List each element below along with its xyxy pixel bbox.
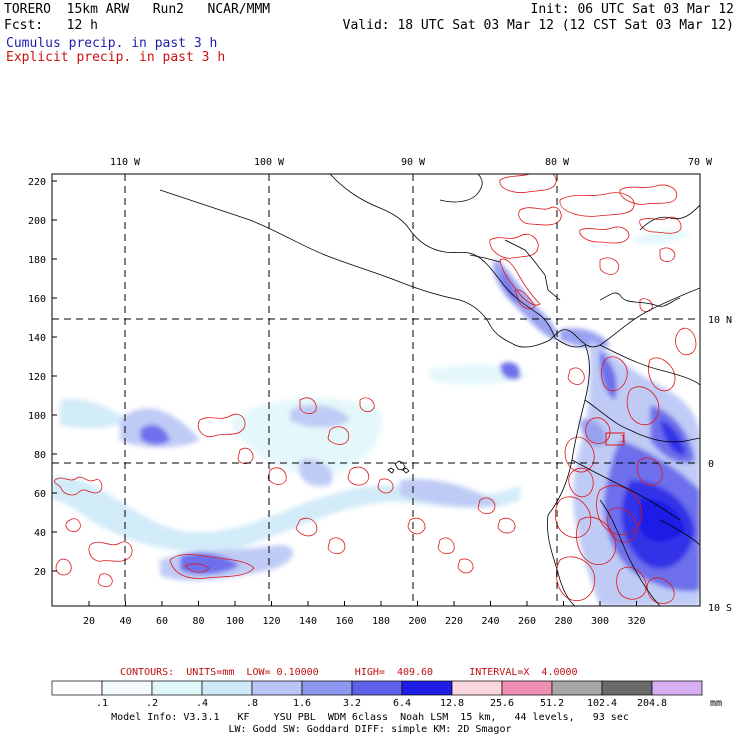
x-tick-label: 80 xyxy=(192,616,204,627)
y-tick-label: 200 xyxy=(28,216,46,227)
x-tick-label: 20 xyxy=(83,616,95,627)
y-tick-label: 40 xyxy=(34,528,46,539)
colorbar-swatch xyxy=(551,680,603,696)
cumulus-precip-field xyxy=(52,229,700,606)
cumulus-field-label: Cumulus precip. in past 3 h xyxy=(6,36,218,51)
colorbar-label: .4 xyxy=(196,698,208,709)
y-tick-label: 160 xyxy=(28,294,46,305)
colorbar-swatch xyxy=(351,680,403,696)
y-tick-label: 80 xyxy=(34,450,46,461)
lat-labels: 10 N 0 10 S xyxy=(708,315,732,614)
valid-time: Valid: 18 UTC Sat 03 Mar 12 (12 CST Sat … xyxy=(342,18,734,33)
coastlines xyxy=(159,174,700,606)
forecast-hour: Fcst: 12 h xyxy=(4,18,98,33)
colorbar-unit: mm xyxy=(710,698,722,709)
x-axis-ticks: 20 40 60 80 100 120 140 160 180 200 220 240 260 280 30… xyxy=(83,601,646,627)
x-tick-label: 260 xyxy=(518,616,536,627)
lon-label-100w: 100 W xyxy=(254,157,285,168)
colorbar-label: 3.2 xyxy=(343,698,361,709)
y-tick-label: 120 xyxy=(28,372,46,383)
x-tick-label: 140 xyxy=(299,616,317,627)
colorbar-label: .8 xyxy=(246,698,258,709)
colorbar-swatch xyxy=(501,680,553,696)
lon-label-80w: 80 W xyxy=(545,157,570,168)
lat-label-0: 0 xyxy=(708,459,714,470)
colorbar-label: .1 xyxy=(96,698,108,709)
x-tick-label: 240 xyxy=(481,616,499,627)
colorbar-label: 204.8 xyxy=(637,698,667,709)
x-tick-label: 100 xyxy=(226,616,244,627)
colorbar-label: 6.4 xyxy=(393,698,411,709)
colorbar-swatch xyxy=(451,680,503,696)
contour-info: CONTOURS: UNITS=mm LOW= 0.10000 HIGH= 40… xyxy=(120,667,578,678)
x-tick-label: 40 xyxy=(119,616,131,627)
lon-labels: 110 W 100 W 90 W 80 W 70 W xyxy=(110,157,713,168)
physics-info: LW: Godd SW: Goddard DIFF: simple KM: 2D… xyxy=(228,724,512,735)
x-tick-label: 200 xyxy=(408,616,426,627)
colorbar-swatch xyxy=(201,680,253,696)
colorbar-label: 12.8 xyxy=(440,698,464,709)
colorbar-swatch xyxy=(151,680,203,696)
lat-label-10s: 10 S xyxy=(708,603,732,614)
colorbar-label: 25.6 xyxy=(490,698,514,709)
x-tick-label: 320 xyxy=(627,616,645,627)
colorbar-swatch xyxy=(301,680,353,696)
y-tick-label: 140 xyxy=(28,333,46,344)
model-title: TORERO 15km ARW Run2 NCAR/MMM xyxy=(4,2,271,17)
x-tick-label: 60 xyxy=(156,616,168,627)
y-tick-label: 100 xyxy=(28,411,46,422)
init-time: Init: 06 UTC Sat 03 Mar 12 xyxy=(530,2,735,17)
y-tick-label: 20 xyxy=(34,567,46,578)
x-tick-label: 280 xyxy=(554,616,572,627)
explicit-field-label: Explicit precip. in past 3 h xyxy=(6,50,226,65)
colorbar-swatch xyxy=(401,680,453,696)
lon-label-90w: 90 W xyxy=(401,157,426,168)
x-tick-label: 220 xyxy=(445,616,463,627)
colorbar-swatch xyxy=(651,680,703,696)
map-frame xyxy=(51,173,701,607)
max-marker: 1 xyxy=(620,434,626,445)
colorbar-label: 1.6 xyxy=(293,698,311,709)
y-tick-label: 220 xyxy=(28,177,46,188)
lon-label-110w: 110 W xyxy=(110,157,141,168)
colorbar-swatch xyxy=(51,680,103,696)
colorbar-label: .2 xyxy=(146,698,158,709)
y-tick-label: 180 xyxy=(28,255,46,266)
model-info: Model Info: V3.3.1 KF YSU PBL WDM 6class… xyxy=(111,712,629,723)
x-tick-label: 120 xyxy=(262,616,280,627)
colorbar-label: 102.4 xyxy=(587,698,617,709)
colorbar-swatch xyxy=(251,680,303,696)
colorbar: .1 .2 .4 .8 1.6 3.2 6.4 12.8 25.6 51.2 102.4 204.8 m… xyxy=(51,680,722,709)
explicit-precip-contours xyxy=(54,174,697,604)
x-tick-label: 180 xyxy=(372,616,390,627)
y-axis-ticks: 220 200 180 160 140 120 100 80 60 40 20 xyxy=(28,177,57,578)
lon-label-70w: 70 W xyxy=(688,157,713,168)
colorbar-label: 51.2 xyxy=(540,698,564,709)
x-tick-label: 300 xyxy=(591,616,609,627)
x-tick-label: 160 xyxy=(335,616,353,627)
lat-label-10n: 10 N xyxy=(708,315,732,326)
y-tick-label: 60 xyxy=(34,489,46,500)
colorbar-swatch xyxy=(101,680,153,696)
colorbar-swatch xyxy=(601,680,653,696)
lat-lon-grid xyxy=(52,174,700,606)
